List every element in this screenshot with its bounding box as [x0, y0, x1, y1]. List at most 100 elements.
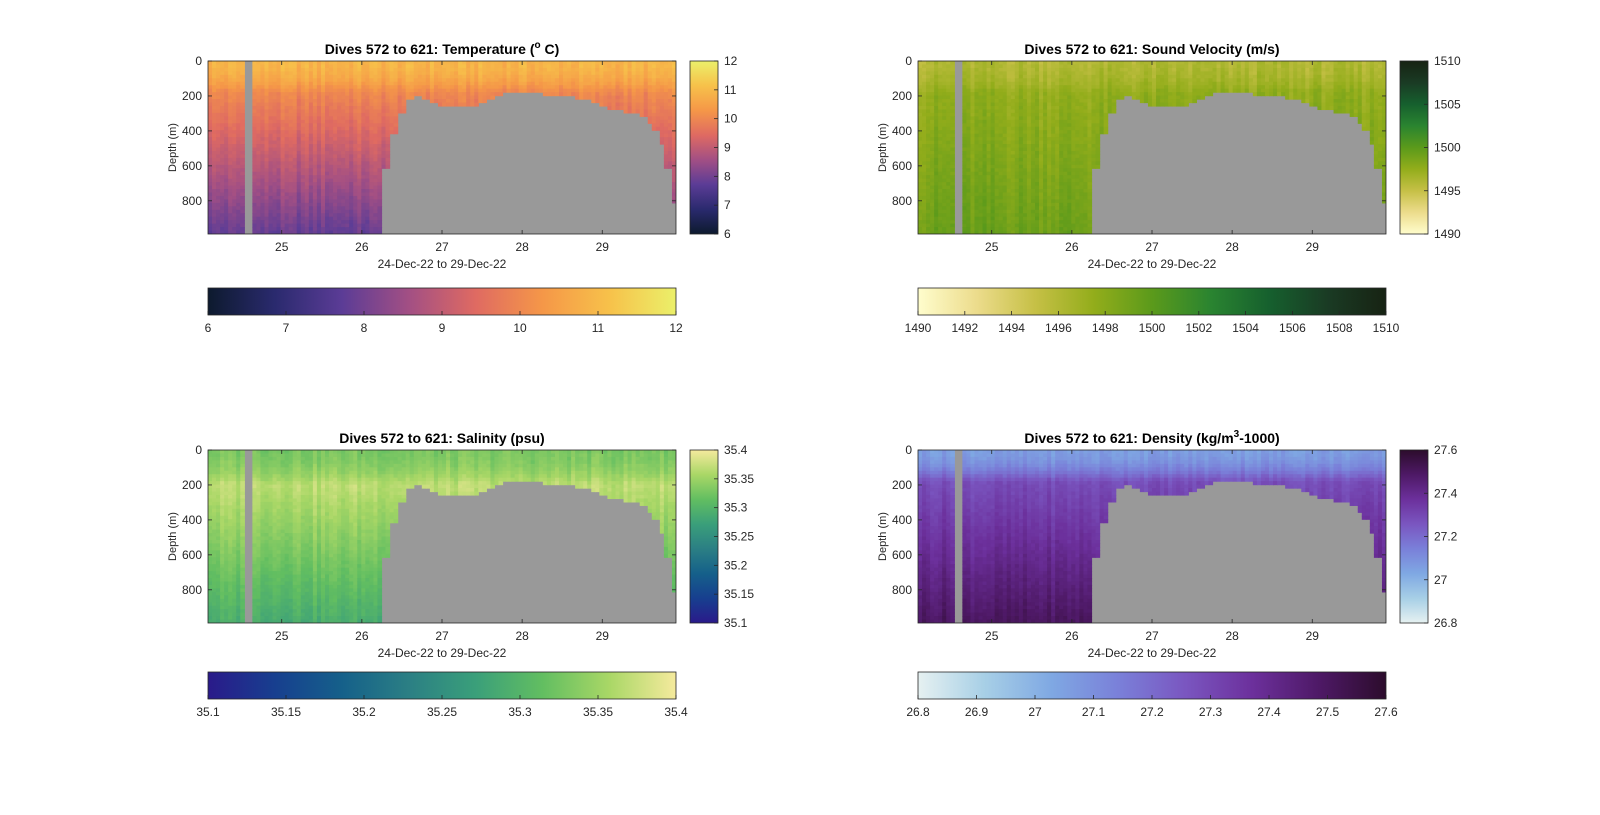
heatmap-cell	[998, 216, 1004, 221]
heatmap-cell	[276, 223, 282, 228]
heatmap-cell	[224, 102, 229, 107]
heatmap-cell	[433, 64, 439, 69]
heatmap-cell	[304, 209, 310, 214]
heatmap-cell	[369, 178, 375, 183]
heatmap-cell	[978, 109, 984, 114]
heatmap-cell	[567, 88, 572, 93]
heatmap-cell	[296, 105, 302, 111]
heatmap-cell	[296, 230, 302, 234]
heatmap-cell	[970, 161, 976, 166]
heatmap-cell	[220, 85, 225, 90]
heatmap-cell	[671, 164, 676, 169]
heatmap-cell	[377, 144, 383, 149]
heatmap-cell	[1051, 161, 1056, 166]
heatmap-cell	[232, 147, 237, 152]
heatmap-cell	[1051, 150, 1056, 156]
heatmap-cell	[603, 99, 609, 104]
heatmap-cell	[304, 164, 310, 169]
heatmap-cell	[1030, 99, 1036, 104]
heatmap-cell	[998, 71, 1004, 76]
heatmap-cell	[922, 95, 927, 100]
heatmap-cell	[978, 137, 984, 142]
heatmap-cell	[526, 74, 532, 79]
heatmap-cell	[934, 112, 939, 117]
heatmap-cell	[325, 105, 330, 111]
heatmap-cell	[655, 92, 661, 97]
heatmap-cell	[304, 61, 310, 66]
heatmap-cell	[938, 67, 943, 72]
heatmap-cell	[1067, 116, 1072, 121]
heatmap-cell	[607, 102, 613, 107]
heatmap-cell	[1039, 192, 1044, 197]
heatmap-cell	[256, 182, 262, 187]
heatmap-cell	[1055, 85, 1060, 90]
heatmap-cell	[236, 126, 241, 131]
heatmap-cell	[308, 85, 314, 90]
heatmap-cell	[1030, 223, 1036, 228]
heatmap-cell	[446, 78, 451, 83]
heatmap-cell	[631, 102, 637, 107]
heatmap-cell	[1035, 150, 1040, 156]
heatmap-cell	[385, 67, 391, 72]
heatmap-cell	[349, 216, 354, 221]
heatmap-cell	[1002, 78, 1008, 83]
heatmap-cell	[1067, 168, 1072, 173]
heatmap-cell	[918, 95, 923, 100]
heatmap-cell	[1002, 147, 1008, 152]
heatmap-cell	[409, 85, 415, 90]
heatmap-cell	[651, 71, 657, 76]
heatmap-cell	[389, 112, 395, 117]
heatmap-cell	[357, 105, 362, 111]
heatmap-cell	[986, 164, 992, 169]
heatmap-cell	[353, 189, 358, 194]
heatmap-cell	[312, 175, 318, 180]
heatmap-cell	[583, 67, 588, 72]
heatmap-cell	[579, 81, 584, 86]
heatmap-cell	[288, 123, 294, 128]
heatmap-cell	[236, 220, 241, 225]
heatmap-cell	[595, 67, 600, 72]
heatmap-cell	[1002, 130, 1008, 135]
heatmap-cell	[922, 216, 927, 221]
heatmap-cell	[1006, 154, 1012, 159]
heatmap-cell	[510, 78, 516, 83]
heatmap-cell	[1071, 150, 1076, 156]
heatmap-cell	[240, 92, 245, 97]
heatmap-cell	[272, 74, 278, 79]
heatmap-cell	[922, 109, 927, 114]
heatmap-cell	[312, 216, 318, 221]
heatmap-cell	[381, 157, 387, 162]
heatmap-cell	[627, 105, 633, 111]
heatmap-cell	[216, 133, 221, 138]
heatmap-cell	[950, 147, 955, 152]
heatmap-cell	[1018, 220, 1024, 225]
heatmap-cell	[333, 67, 338, 72]
heatmap-cell	[381, 123, 387, 128]
heatmap-cell	[353, 227, 358, 232]
heatmap-cell	[986, 92, 992, 97]
heatmap-cell	[373, 161, 379, 166]
heatmap-cell	[563, 64, 568, 69]
heatmap-cell	[990, 95, 996, 100]
heatmap-cell	[208, 168, 213, 173]
heatmap-cell	[296, 154, 302, 159]
heatmap-cell	[268, 192, 274, 197]
heatmap-cell	[232, 230, 237, 234]
heatmap-cell	[1006, 182, 1012, 187]
heatmap-cell	[1030, 112, 1036, 117]
heatmap-cell	[216, 74, 221, 79]
heatmap-cell	[942, 199, 947, 204]
heatmap-cell	[292, 64, 298, 69]
heatmap-cell	[369, 67, 375, 72]
heatmap-cell	[1026, 150, 1032, 156]
heatmap-cell	[325, 195, 330, 200]
heatmap-cell	[635, 81, 641, 86]
heatmap-cell	[437, 64, 443, 69]
heatmap-cell	[986, 126, 992, 131]
heatmap-cell	[252, 189, 258, 194]
heatmap-cell	[1022, 154, 1028, 159]
heatmap-cell	[232, 102, 237, 107]
heatmap-cell	[982, 147, 988, 152]
heatmap-cell	[974, 78, 980, 83]
heatmap-cell	[1010, 192, 1016, 197]
